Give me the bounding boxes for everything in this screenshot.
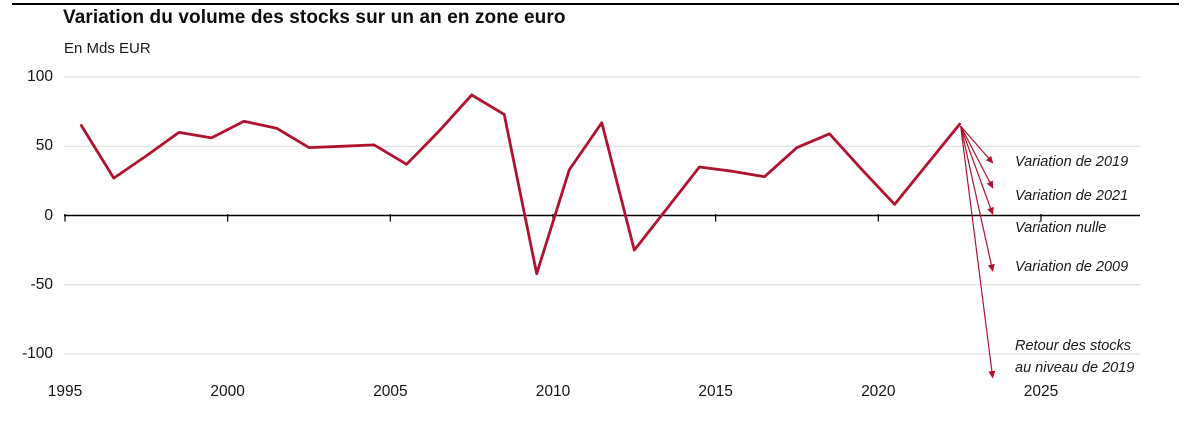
x-tick-label: 2005: [373, 383, 408, 400]
unit-label: En Mds EUR: [64, 40, 151, 57]
x-tick-label: 1995: [47, 383, 83, 400]
y-tick-label: 100: [27, 68, 53, 85]
annotation-label: Variation nulle: [1015, 220, 1107, 237]
annotation-arrow: [960, 125, 994, 189]
annotation-arrows: [960, 125, 996, 379]
annotation-arrow: [960, 125, 995, 272]
y-tick-label: -50: [30, 275, 53, 293]
series-line: [79, 93, 962, 276]
x-tick-label: 2020: [861, 383, 896, 400]
x-tick-label: 2025: [1023, 383, 1059, 400]
y-tick-label: 0: [44, 206, 53, 224]
gridlines: [64, 76, 1140, 355]
x-tick-label: 2010: [535, 383, 571, 400]
annotation-arrow: [960, 125, 994, 164]
x-tick-label: 2015: [698, 383, 733, 400]
annotation-arrow: [960, 125, 994, 216]
annotation-label: Variation de 2009: [1015, 258, 1129, 275]
annotation-label: Variation de 2019: [1015, 153, 1129, 170]
stock-variation-line: [79, 93, 962, 276]
x-tick-label: 2000: [210, 383, 245, 400]
zero-axis: [64, 214, 1140, 222]
chart-title: Variation du volume des stocks sur un an…: [63, 7, 566, 28]
y-tick-label: -100: [21, 345, 53, 362]
annotation-label: Retour des stocks au niveau de 2019: [1015, 337, 1135, 376]
annotation-label: Variation de 2021: [1015, 187, 1129, 204]
annotation-arrow: [960, 126, 996, 379]
top-rule: [12, 3, 1179, 5]
y-tick-label: 50: [35, 137, 53, 155]
